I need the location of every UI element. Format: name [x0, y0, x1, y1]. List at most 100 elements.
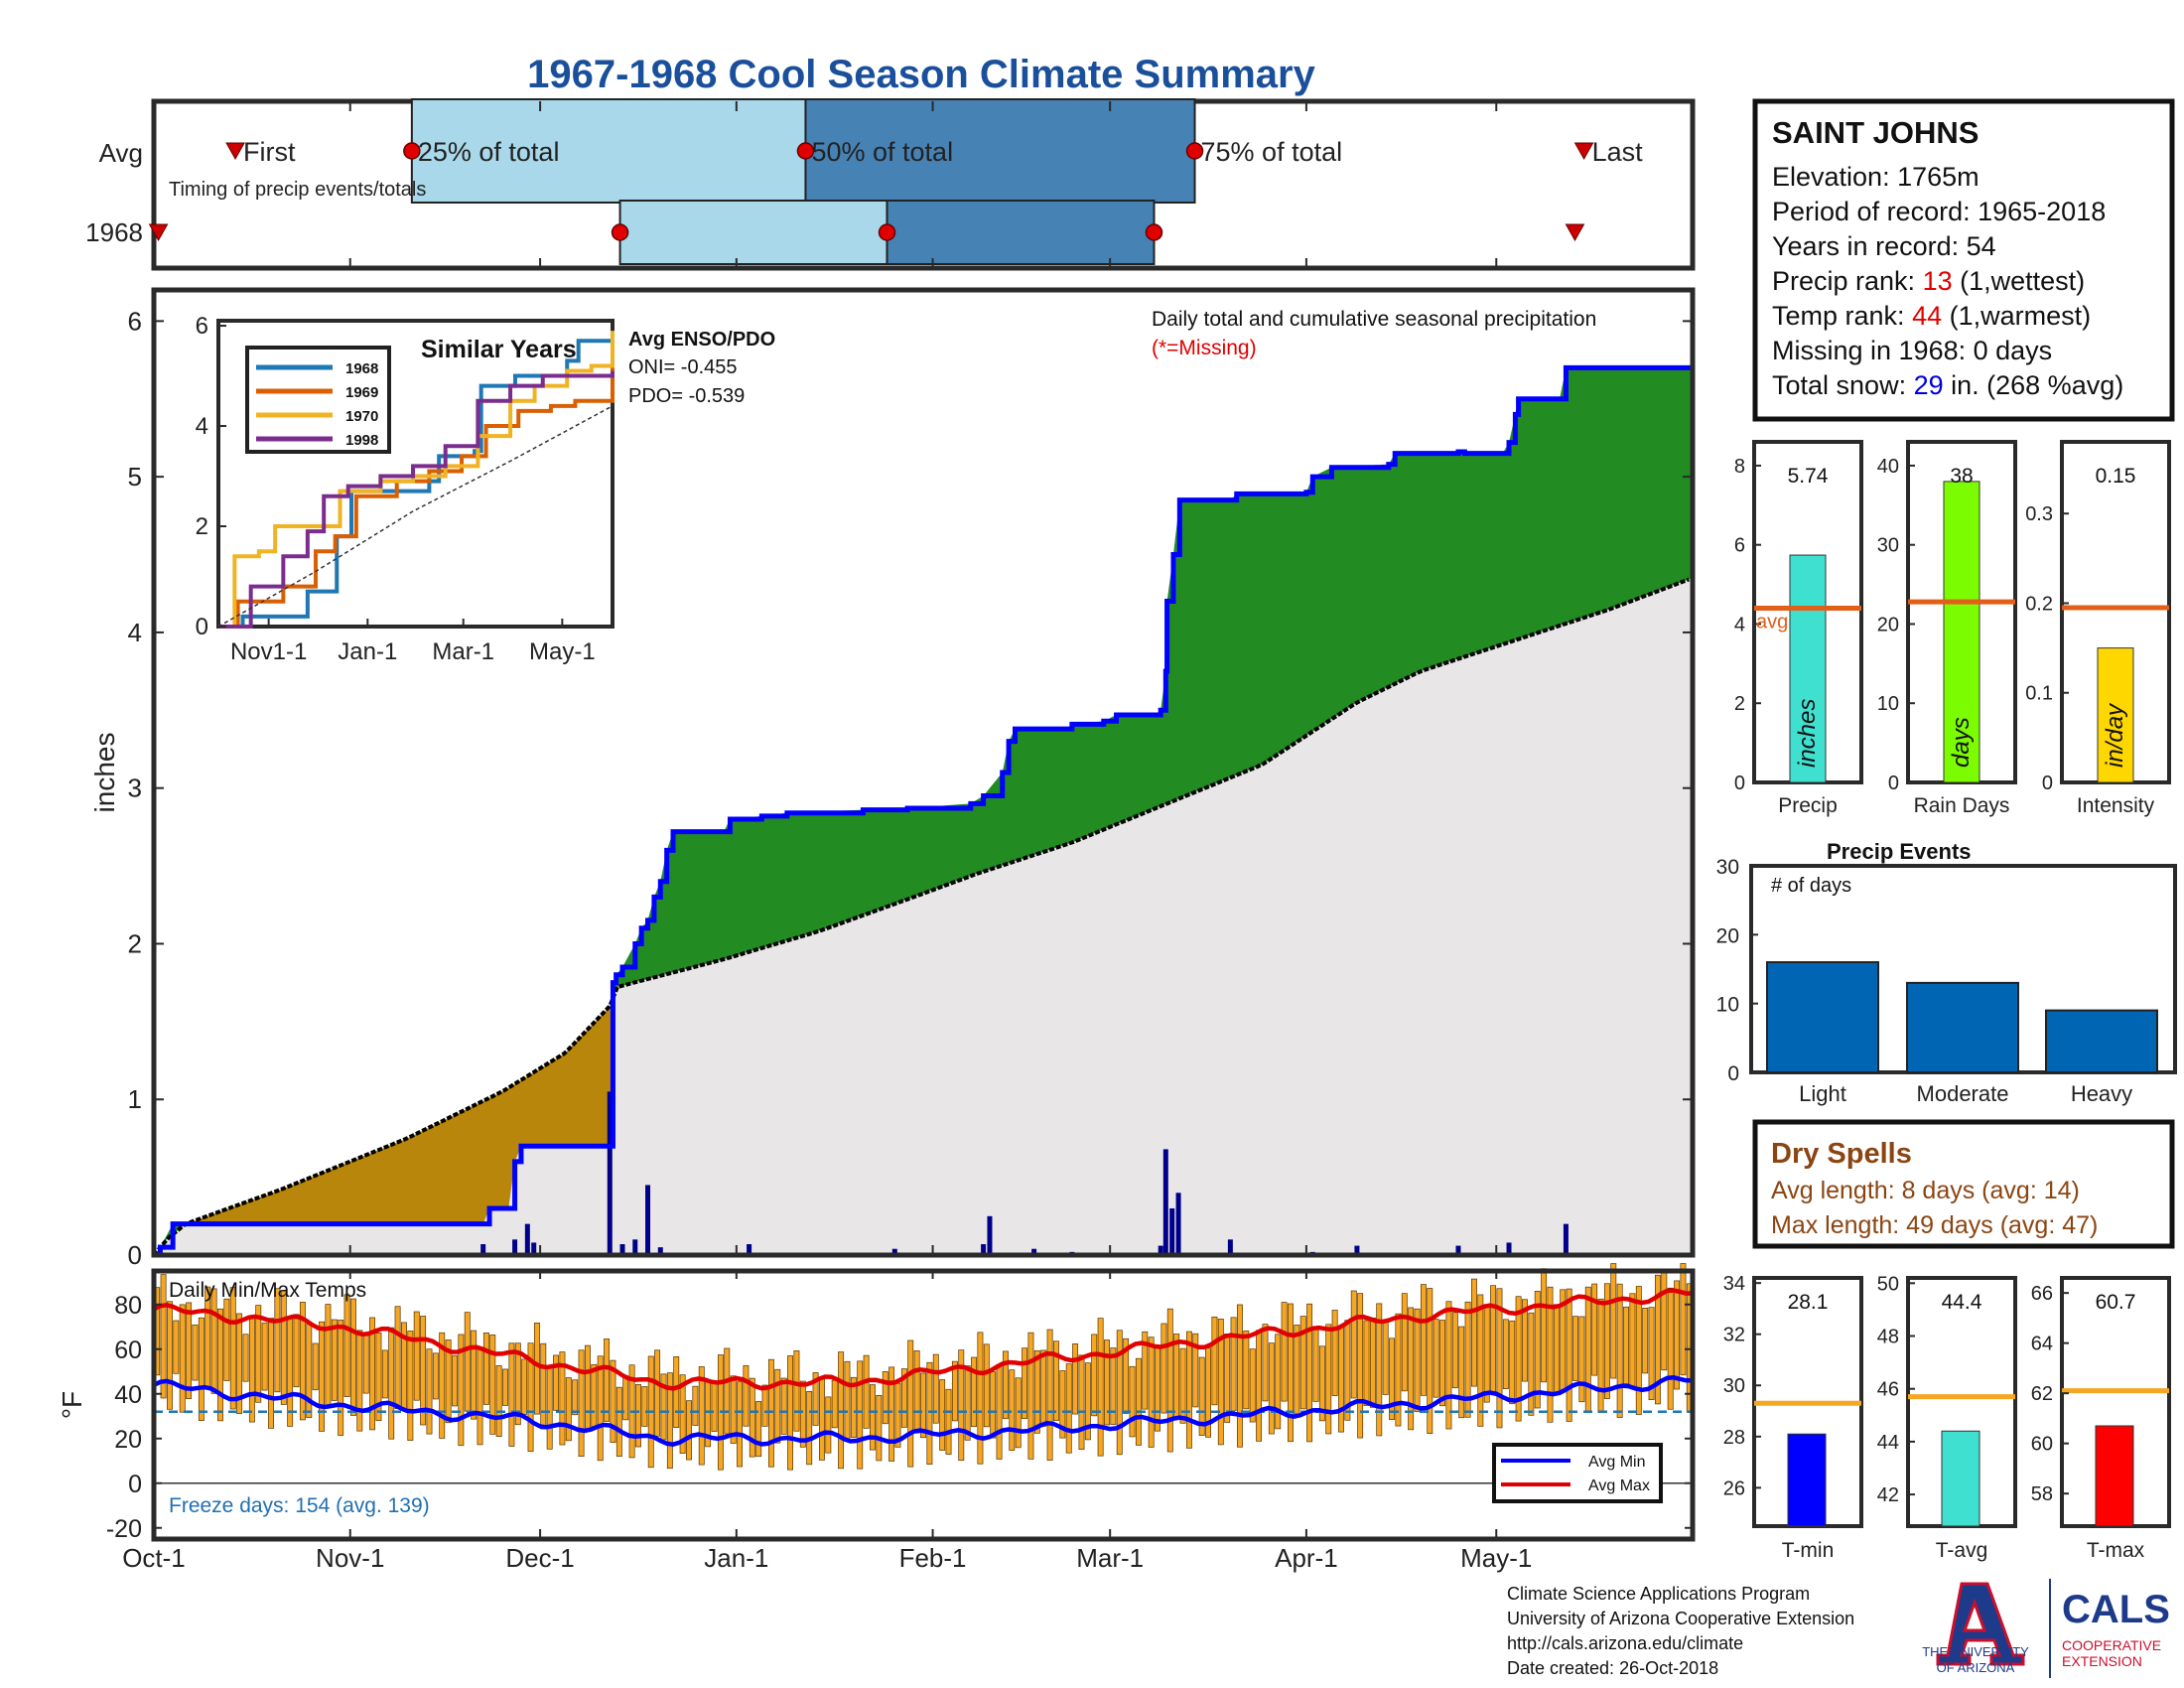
- daily-temp-bar: [553, 1354, 560, 1411]
- daily-temp-bar: [1528, 1312, 1535, 1416]
- daily-temp-bar: [540, 1342, 547, 1430]
- temp-panel-t-min: 26 28 30 32 34 28.1 T-min: [1723, 1273, 1863, 1562]
- daily-temp-bar: [394, 1306, 401, 1410]
- ua-line-2: OF ARIZONA: [1937, 1660, 2015, 1675]
- daily-temp-bar: [825, 1396, 832, 1454]
- daily-temp-bar: [369, 1317, 376, 1431]
- daily-temp-bar: [1179, 1347, 1186, 1424]
- cals-wordmark: CALS: [2062, 1588, 2170, 1631]
- summary-panel-rain-days: 0 10 20 30 40 38 Rain Days days: [1877, 440, 2017, 817]
- main-y-tick-label: 4: [128, 618, 142, 647]
- cals-logo: CALS COOPERATIVE EXTENSION: [2062, 1588, 2170, 1669]
- summary-unit: inches: [1794, 699, 1821, 768]
- summary-y-tick-label: 20: [1877, 614, 1899, 635]
- daily-temp-bar: [743, 1365, 750, 1427]
- temps-y-tick-label: 20: [114, 1426, 142, 1454]
- daily-temp-bar: [793, 1350, 800, 1432]
- temp-panel-y-tick-label: 30: [1723, 1375, 1745, 1397]
- daily-temp-bar: [1389, 1337, 1395, 1420]
- inset-legend-label: 1968: [345, 360, 378, 377]
- main-y-tick-label: 0: [128, 1240, 142, 1270]
- dry-spells-avg: Avg length: 8 days (avg: 14): [1771, 1177, 2080, 1204]
- ua-line-1: THE UNIVERSITY: [1922, 1644, 2029, 1659]
- daily-temp-bar: [1022, 1347, 1028, 1420]
- main-chart-note: Daily total and cumulative seasonal prec…: [1152, 308, 1596, 331]
- daily-temp-bar: [996, 1363, 1003, 1460]
- daily-temp-bar: [1331, 1310, 1338, 1396]
- daily-temp-bar: [1110, 1347, 1117, 1426]
- daily-temp-bar: [1584, 1286, 1591, 1414]
- daily-temp-bar: [1667, 1287, 1674, 1410]
- timing-q75-label: 75% of total: [1201, 137, 1343, 167]
- daily-temp-bar: [806, 1390, 813, 1466]
- daily-temp-bar: [445, 1339, 452, 1424]
- daily-temp-bar: [1433, 1319, 1439, 1398]
- daily-precip-bar: [1169, 1207, 1175, 1255]
- daily-precip-bar: [1175, 1193, 1181, 1255]
- daily-temp-bar: [1427, 1288, 1433, 1434]
- daily-temp-bar: [1142, 1331, 1149, 1410]
- daily-temp-bar: [774, 1368, 781, 1444]
- events-title: Precip Events: [1827, 839, 1972, 864]
- station-period: Period of record: 1965-2018: [1772, 197, 2106, 226]
- daily-temp-bar: [1408, 1307, 1415, 1431]
- daily-temp-bar: [223, 1298, 230, 1381]
- daily-temp-bar: [1281, 1302, 1288, 1402]
- daily-temp-bar: [1288, 1303, 1294, 1443]
- daily-temp-bar: [1084, 1362, 1091, 1441]
- daily-temp-bar: [1490, 1285, 1497, 1393]
- daily-precip-bar: [512, 1239, 518, 1255]
- inset-y-tick-label: 4: [196, 413, 208, 440]
- timing-1968-label: 1968: [85, 217, 143, 247]
- daily-temp-bar: [1439, 1320, 1446, 1407]
- footer-line-3: http://cals.arizona.edu/climate: [1507, 1633, 1743, 1653]
- temp-panel-value: 60.7: [2096, 1291, 2136, 1314]
- daily-temp-bar: [1268, 1342, 1275, 1435]
- daily-temp-bar: [229, 1287, 236, 1410]
- daily-temp-bar: [1648, 1307, 1655, 1401]
- timing-first-label: First: [243, 137, 296, 167]
- dry-spells-max: Max length: 49 days (avg: 47): [1771, 1211, 2098, 1239]
- daily-precip-bar: [480, 1244, 486, 1255]
- summary-label: Intensity: [2077, 794, 2155, 817]
- timing-panel: First 25% of total 50% of total 75% of tota…: [85, 98, 1696, 271]
- similar-year-line-1998: [218, 370, 614, 629]
- temp-panel-y-tick-label: 34: [1723, 1273, 1745, 1295]
- daily-temp-bar: [1249, 1348, 1256, 1423]
- daily-temp-bar: [615, 1386, 622, 1458]
- events-y-tick-label: 0: [1727, 1062, 1739, 1085]
- daily-precip-bar: [981, 1244, 987, 1255]
- avg-max-line: [153, 1288, 1694, 1391]
- daily-temp-bar: [1610, 1263, 1617, 1379]
- daily-temp-bar: [1027, 1332, 1034, 1460]
- daily-precip-bar: [657, 1247, 663, 1255]
- daily-temp-bar: [1566, 1288, 1572, 1422]
- daily-temp-bar: [375, 1333, 382, 1422]
- daily-temp-bar: [426, 1348, 433, 1435]
- daily-precip-bar: [607, 1091, 613, 1255]
- daily-temp-bar: [280, 1290, 287, 1405]
- temp-panel-y-tick-label: 28: [1723, 1427, 1745, 1449]
- temp-summary-panels: 26 28 30 32 34 28.1 T-min 42 44 46 48 50 44.4 T-avg 58…: [1723, 1273, 2171, 1562]
- daily-temp-bar: [1420, 1284, 1427, 1396]
- x-tick-label: Oct-1: [122, 1543, 186, 1573]
- daily-temp-bar: [850, 1376, 857, 1438]
- daily-temp-bar: [958, 1349, 965, 1462]
- daily-precip-bar: [1162, 1149, 1168, 1255]
- daily-temp-bar: [1256, 1330, 1263, 1442]
- daily-precip-bar: [632, 1239, 638, 1255]
- x-tick-label: Feb-1: [899, 1543, 967, 1573]
- daily-temp-bar: [1009, 1369, 1016, 1452]
- avg-cumulative-line: [152, 577, 1690, 1257]
- temp-panel-y-tick-label: 60: [2031, 1434, 2053, 1456]
- cals-sub-2: EXTENSION: [2062, 1653, 2142, 1669]
- daily-temp-bar: [331, 1319, 338, 1401]
- daily-temp-bar: [737, 1381, 743, 1468]
- daily-temp-bar: [857, 1360, 864, 1470]
- daily-temp-bar: [787, 1355, 794, 1471]
- summary-value: 0.15: [2096, 465, 2136, 488]
- university-of-arizona-logo: THE UNIVERSITY OF ARIZONA: [1922, 1582, 2029, 1675]
- daily-temp-bar: [482, 1332, 489, 1405]
- x-tick-label: Jan-1: [704, 1543, 768, 1573]
- footer-line-1: Climate Science Applications Program: [1507, 1584, 1810, 1604]
